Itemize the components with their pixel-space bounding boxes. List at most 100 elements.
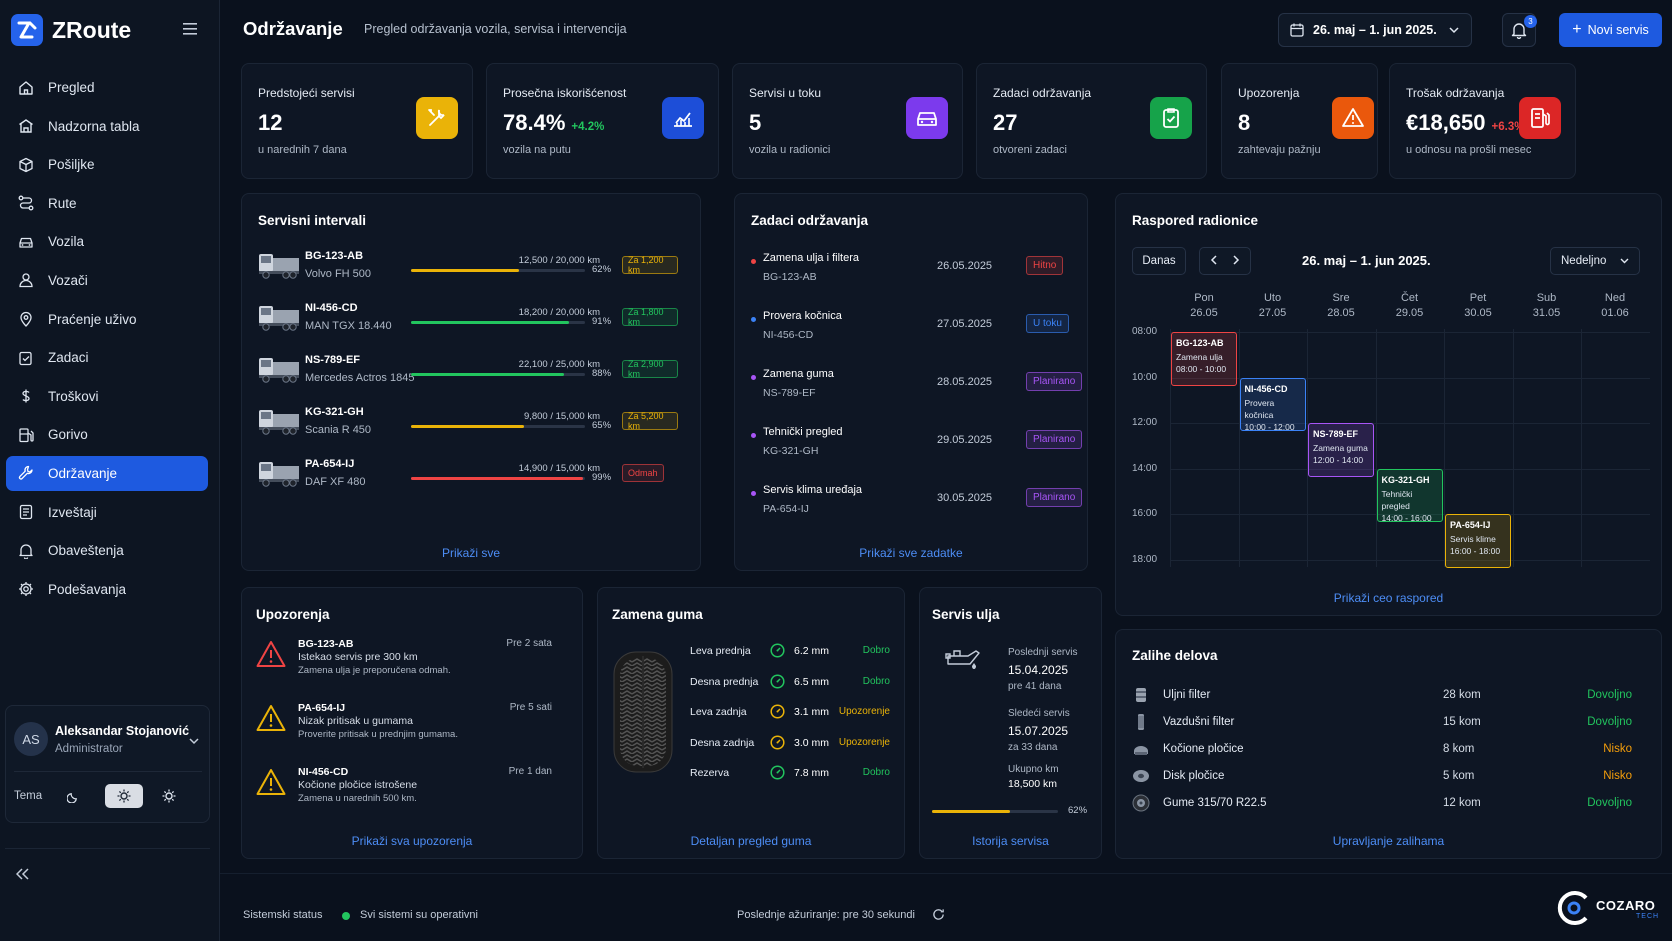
grid-line — [1170, 559, 1650, 561]
tire-details-link[interactable]: Detaljan pregled guma — [690, 834, 812, 848]
notification-badge: 3 — [1524, 15, 1537, 28]
alert-row[interactable]: PA-654-IJ Nizak pritisak u gumama Proverit… — [256, 700, 552, 756]
service-interval-row[interactable]: NS-789-EF Mercedes Actros 1845 22,100 / 25… — [258, 352, 678, 392]
part-row: Vazdušni filter 15 kom Dovoljno — [1132, 713, 1632, 735]
day-date: 29.05 — [1395, 307, 1424, 319]
sidebar-item-label: Vozila — [48, 234, 85, 250]
sidebar-item-praćenje-uživo[interactable]: Praćenje uživo — [6, 302, 208, 337]
user-card[interactable]: AS Aleksandar Stojanović Administrator T… — [5, 705, 210, 823]
kpi-subtext: vozila na putu — [503, 144, 571, 156]
kpi-label: Predstojeći servisi — [258, 86, 355, 100]
show-all-link[interactable]: Prikaži sve — [441, 546, 500, 560]
truck-icon — [258, 354, 300, 384]
sidebar-item-izveštaji[interactable]: Izveštaji — [6, 495, 208, 530]
show-all-alerts-link[interactable]: Prikaži sva upozorenja — [351, 834, 473, 848]
dark-theme-button[interactable] — [54, 784, 92, 808]
hour-label: 10:00 — [1132, 371, 1158, 383]
task-row[interactable]: Servis klima uređaja PA-654-IJ 30.05.2025 P… — [749, 482, 1083, 532]
tread-depth: 3.0 mm — [794, 736, 830, 749]
schedule-event[interactable]: NI-456-CD Provera kočnica 10:00 - 12:00 — [1239, 377, 1306, 432]
sidebar-item-vozači[interactable]: Vozači — [6, 263, 208, 298]
new-service-button[interactable]: + Novi servis — [1559, 13, 1662, 47]
alert-message: Nizak pritisak u gumama — [298, 715, 413, 727]
package-icon — [19, 157, 33, 172]
task-row[interactable]: Tehnički pregled KG-321-GH 29.05.2025 Plani… — [749, 424, 1083, 474]
notifications-button[interactable]: 3 — [1502, 13, 1537, 47]
total-km-value: 18,500 km — [1008, 778, 1058, 790]
progress-fill — [411, 425, 525, 428]
task-plate: PA-654-IJ — [763, 503, 809, 515]
card-title: Zadaci održavanja — [751, 213, 869, 228]
event-task: Tehnički pregled — [1381, 488, 1413, 511]
vehicle-plate: KG-321-GH — [305, 406, 364, 418]
chevron-down-icon — [1449, 26, 1459, 33]
today-button[interactable]: Danas — [1132, 247, 1186, 275]
chevron-down-icon[interactable] — [189, 733, 199, 748]
alert-detail: Zamena u narednih 500 km. — [298, 793, 417, 804]
sidebar-item-label: Pregled — [48, 80, 95, 95]
chevron-left-icon[interactable] — [1210, 254, 1217, 268]
sidebar-item-podešavanja[interactable]: Podešavanja — [6, 572, 208, 607]
day-name: Ned — [1604, 292, 1626, 304]
alert-row[interactable]: BG-123-AB Istekao servis pre 300 km Zamena… — [256, 636, 552, 692]
kpi-value: 8 — [1238, 110, 1250, 136]
sun-icon — [162, 789, 176, 803]
menu-toggle-icon[interactable] — [183, 23, 197, 35]
progress-track — [411, 425, 585, 428]
sidebar-item-obaveštenja[interactable]: Obaveštenja — [6, 533, 208, 568]
view-select[interactable]: Nedeljno — [1550, 247, 1640, 275]
calendar-icon — [1290, 23, 1304, 37]
sidebar-item-pošiljke[interactable]: Pošiljke — [6, 147, 208, 182]
sidebar-item-pregled[interactable]: Pregled — [6, 70, 208, 105]
sidebar-item-troškovi[interactable]: Troškovi — [6, 379, 208, 414]
chevron-right-icon[interactable] — [1233, 254, 1240, 268]
day-date: 27.05 — [1258, 307, 1287, 319]
sidebar: ZRoute Pregled Nadzorna tabla Pošiljke Rute… — [0, 0, 220, 941]
status-dot — [751, 375, 756, 380]
task-row[interactable]: Provera kočnica NI-456-CD 27.05.2025 U toku — [749, 308, 1069, 358]
task-name: Servis klima uređaja — [763, 484, 863, 496]
sidebar-item-vozila[interactable]: Vozila — [6, 224, 208, 259]
sidebar-item-rute[interactable]: Rute — [6, 186, 208, 221]
status-badge: Hitno — [1026, 256, 1064, 275]
service-interval-row[interactable]: KG-321-GH Scania R 450 9,800 / 15,000 km 65… — [258, 404, 678, 444]
progress-track — [411, 373, 585, 376]
sidebar-item-održavanje[interactable]: Održavanje — [6, 455, 208, 491]
service-interval-row[interactable]: BG-123-AB Volvo FH 500 12,500 / 20,000 km 6… — [258, 248, 678, 288]
part-quantity: 15 kom — [1443, 716, 1481, 728]
service-interval-row[interactable]: PA-654-IJ DAF XF 480 14,900 / 15,000 km 99%… — [258, 456, 678, 496]
status-badge: Planirano — [1026, 488, 1083, 507]
car-icon — [906, 97, 948, 139]
schedule-event[interactable]: BG-123-AB Zamena ulja 08:00 - 10:00 — [1171, 332, 1237, 386]
gauge-icon — [770, 673, 785, 689]
grid-line — [1170, 332, 1650, 333]
schedule-event[interactable]: NS-789-EF Zamena guma 12:00 - 14:00 — [1308, 423, 1374, 477]
remaining-badge: Za 2,900 km — [622, 359, 678, 379]
tire-row: Desna zadnja 3.0 mm Upozorenje — [690, 734, 890, 754]
avatar[interactable]: AS — [14, 722, 48, 756]
remaining-badge: Za 5,200 km — [622, 411, 678, 431]
sidebar-item-nadzorna-tabla[interactable]: Nadzorna tabla — [6, 109, 208, 144]
card-title: Servisni intervali — [258, 213, 367, 228]
alert-row[interactable]: NI-456-CD Kočione pločice istrošene Zamena… — [256, 764, 552, 820]
refresh-icon[interactable] — [932, 908, 945, 924]
system-theme-button[interactable] — [150, 784, 188, 808]
kpi-value-text: 5 — [749, 110, 762, 135]
sidebar-item-gorivo[interactable]: Gorivo — [6, 417, 208, 452]
task-row[interactable]: Zamena ulja i filtera BG-123-AB 26.05.2025… — [749, 250, 1069, 300]
show-full-schedule-link[interactable]: Prikaži ceo raspored — [1333, 591, 1444, 605]
grid-line — [1375, 329, 1377, 567]
service-history-link[interactable]: Istorija servisa — [972, 834, 1049, 848]
service-interval-row[interactable]: NI-456-CD MAN TGX 18.440 18,200 / 20,000 k… — [258, 300, 678, 340]
task-row[interactable]: Zamena guma NS-789-EF 28.05.2025 Planirano — [749, 366, 1083, 416]
schedule-event[interactable]: KG-321-GH Tehnički pregled 14:00 - 16:00 — [1376, 468, 1443, 523]
task-date: 28.05.2025 — [937, 376, 993, 388]
schedule-event[interactable]: PA-654-IJ Servis klime 16:00 - 18:00 — [1445, 514, 1511, 568]
sidebar-item-zadaci[interactable]: Zadaci — [6, 340, 208, 375]
date-range-picker[interactable]: 26. maj – 1. jun 2025. — [1278, 13, 1472, 47]
alert-plate: BG-123-AB — [298, 638, 354, 650]
manage-inventory-link[interactable]: Upravljanje zalihama — [1332, 834, 1445, 848]
light-theme-button[interactable] — [105, 784, 143, 808]
show-all-tasks-link[interactable]: Prikaži sve zadatke — [859, 546, 963, 560]
collapse-sidebar-icon[interactable] — [15, 868, 30, 883]
